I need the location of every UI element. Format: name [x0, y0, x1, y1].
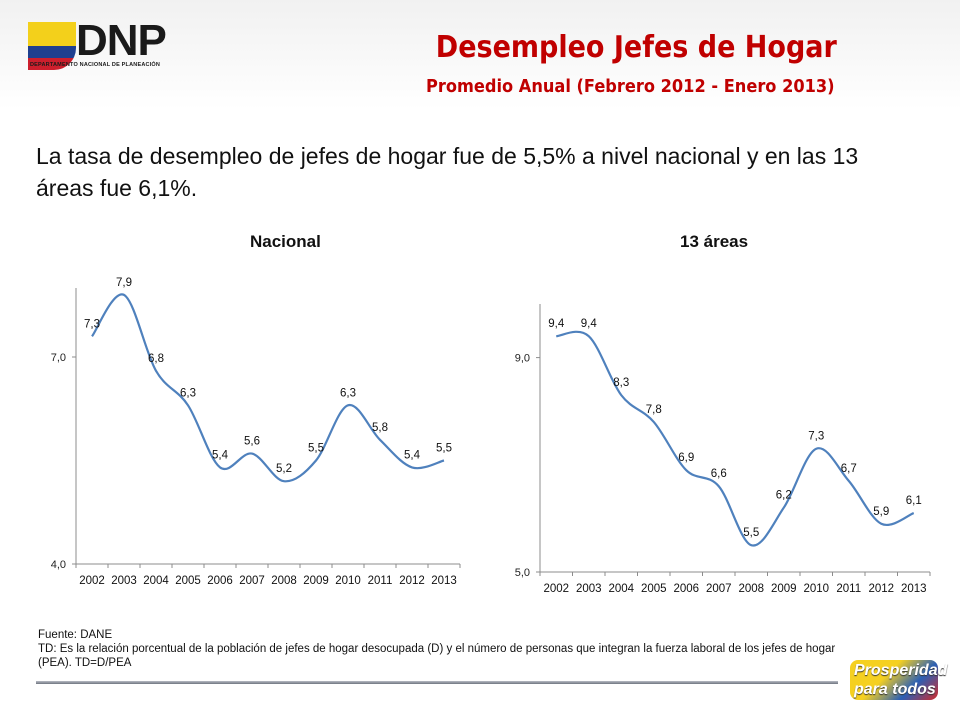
data-label: 5,2	[276, 463, 292, 475]
x-tick-label: 2013	[431, 575, 457, 587]
y-tick-label: 5,0	[515, 567, 530, 579]
data-label: 8,3	[613, 377, 629, 389]
prosperidad-badge	[850, 660, 938, 700]
data-label: 6,3	[340, 387, 356, 399]
x-tick-label: 2005	[175, 575, 201, 587]
logo-subtitle: DEPARTAMENTO NACIONAL DE PLANEACIÓN	[30, 62, 161, 68]
chart-title-13-areas: 13 áreas	[680, 232, 749, 251]
series-line	[91, 293, 445, 483]
x-tick-label: 2007	[706, 583, 732, 595]
chart-nacional: 4,0 7,0 2002 2003 2004 2005 2006 2007 2008 2009 20…	[51, 277, 461, 587]
y-tick-label: 9,0	[515, 353, 530, 365]
data-label: 5,5	[743, 527, 759, 539]
x-tick-label: 2006	[673, 583, 699, 595]
x-tick-label: 2012	[868, 583, 894, 595]
x-tick-label: 2004	[608, 583, 634, 595]
page-subtitle: Promedio Anual (Febrero 2012 - Enero 201…	[426, 76, 835, 97]
data-label: 5,4	[404, 449, 421, 461]
chart-13-areas: 5,0 9,0 2002 2003 2004 2005 2006 2007 2008 2009 20…	[515, 304, 931, 595]
data-label: 9,4	[548, 318, 565, 330]
x-tick-label: 2003	[111, 575, 137, 587]
page-title: Desempleo Jefes de Hogar	[435, 30, 837, 65]
data-label: 5,5	[308, 443, 324, 455]
x-tick-label: 2009	[771, 583, 797, 595]
colombia-flag-icon	[28, 22, 76, 70]
x-tick-label: 2002	[543, 583, 569, 595]
footer-divider	[36, 681, 838, 684]
x-tick-label: 2008	[738, 583, 764, 595]
header-band	[0, 0, 960, 110]
intro-text: La tasa de desempleo de jefes de hogar f…	[36, 143, 859, 201]
x-tick-label: 2003	[576, 583, 602, 595]
dnp-logo: DNP DEPARTAMENTO NACIONAL DE PLANEACIÓN	[28, 16, 188, 70]
badge-line-1: Prosperidad	[854, 662, 948, 679]
data-label: 6,1	[906, 495, 922, 507]
x-tick-label: 2005	[641, 583, 667, 595]
footer-source: Fuente: DANE	[38, 629, 113, 641]
data-label: 5,5	[436, 443, 452, 455]
data-label: 5,4	[212, 449, 229, 461]
x-tick-label: 2009	[303, 575, 329, 587]
series-line	[556, 330, 915, 547]
prosperidad-logo: Prosperidad para todos	[850, 660, 947, 702]
x-tick-label: 2013	[901, 583, 927, 595]
x-tick-label: 2010	[335, 575, 361, 587]
data-label: 6,6	[711, 468, 727, 480]
footer-notes: Fuente: DANE TD: Es la relación porcentu…	[38, 628, 848, 670]
data-label: 9,4	[581, 318, 598, 330]
data-label: 6,3	[180, 387, 196, 399]
logo-text: DNP	[76, 16, 167, 65]
data-label: 6,9	[678, 452, 694, 464]
x-tick-label: 2007	[239, 575, 265, 587]
badge-line-2: para todos	[854, 681, 936, 698]
x-tick-label: 2008	[271, 575, 297, 587]
data-label: 7,3	[808, 431, 824, 443]
data-label: 5,8	[372, 422, 388, 434]
data-label: 6,7	[841, 463, 857, 475]
x-tick-label: 2011	[836, 583, 861, 595]
data-label: 7,9	[116, 277, 132, 289]
data-label: 5,9	[873, 506, 889, 518]
data-label: 7,8	[646, 404, 662, 416]
chart-title-nacional: Nacional	[250, 232, 321, 251]
y-tick-label: 4,0	[51, 559, 66, 571]
data-label: 7,3	[84, 318, 100, 330]
data-label: 5,6	[244, 436, 260, 448]
footer-definition: TD: Es la relación porcentual de la pobl…	[38, 643, 836, 669]
x-tick-label: 2011	[368, 575, 393, 587]
data-label: 6,8	[148, 353, 164, 365]
data-label: 6,2	[776, 490, 792, 502]
x-tick-label: 2010	[803, 583, 829, 595]
x-tick-label: 2004	[143, 575, 169, 587]
x-tick-label: 2002	[79, 575, 105, 587]
x-tick-label: 2006	[207, 575, 233, 587]
y-tick-label: 7,0	[51, 352, 66, 364]
x-tick-label: 2012	[399, 575, 425, 587]
